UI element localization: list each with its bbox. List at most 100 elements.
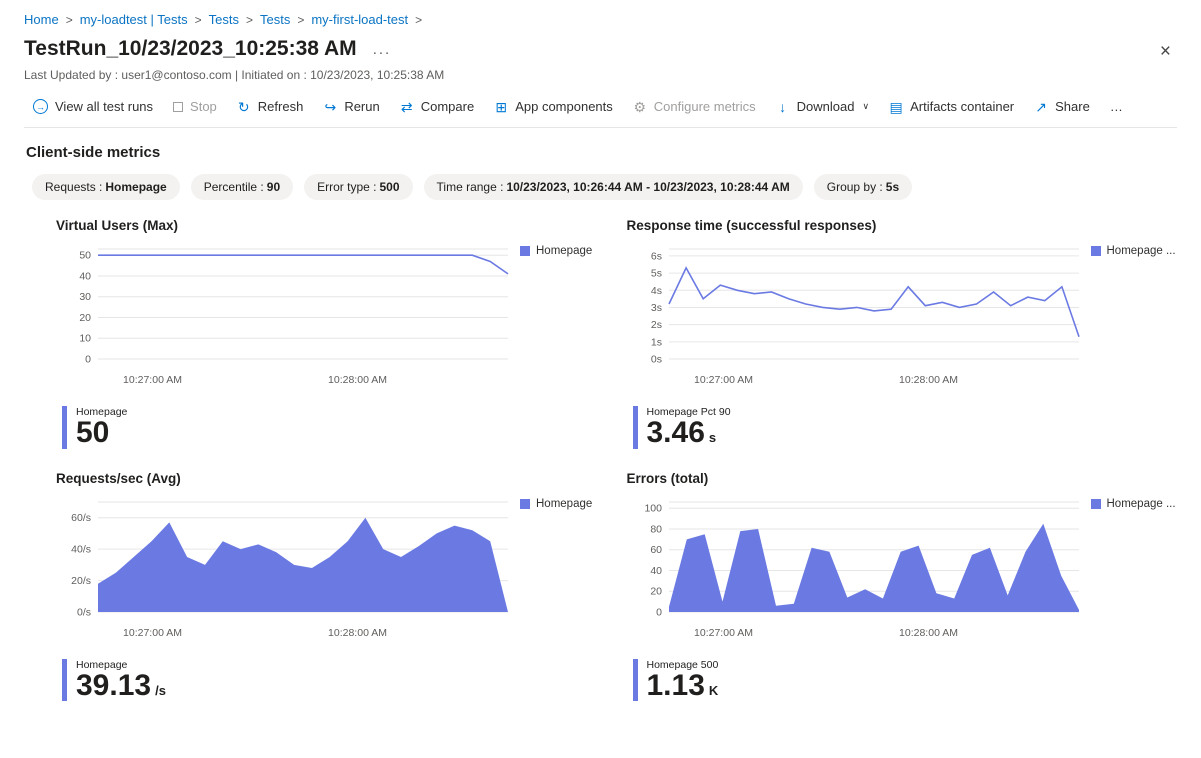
legend-item[interactable]: Homepage <box>520 498 592 510</box>
toolbar-app-components[interactable]: ⊞ App components <box>485 95 622 118</box>
filter-pill-time-range[interactable]: Time range :10/23/2023, 10:26:44 AM - 10… <box>423 174 803 200</box>
stat-value: 39.13 <box>76 668 152 702</box>
chart-stat: Homepage Pct 90 3.46 s <box>632 406 1178 449</box>
svg-text:10:28:00 AM: 10:28:00 AM <box>899 374 958 386</box>
stat-unit: K <box>708 682 719 698</box>
filter-pill-error-type[interactable]: Error type :500 <box>304 174 413 200</box>
filter-pills: Requests : Homepage Percentile :90 Error … <box>32 174 1177 200</box>
chart-virtual-users: Virtual Users (Max) 0 10 20 30 40 50 10:27:00 … <box>54 218 607 449</box>
more-icon: … <box>1109 99 1123 114</box>
svg-text:20/s: 20/s <box>71 575 91 587</box>
svg-text:10:27:00 AM: 10:27:00 AM <box>123 374 182 386</box>
toolbar-label: Rerun <box>344 99 380 114</box>
breadcrumb-separator: > <box>245 12 253 27</box>
stat-label: Homepage 500 <box>646 658 719 671</box>
svg-text:20: 20 <box>79 312 91 324</box>
filter-pill-percentile[interactable]: Percentile :90 <box>190 174 294 200</box>
legend-item[interactable]: Homepage ... <box>1090 245 1176 257</box>
compare-icon: ⇄ <box>400 98 413 115</box>
legend-label: Homepage ... <box>1106 497 1176 510</box>
run-subtitle: Last Updated by : user1@contoso.com | In… <box>24 68 445 82</box>
charts-grid: Virtual Users (Max) 0 10 20 30 40 50 10:27:00 … <box>24 216 1178 702</box>
svg-text:40/s: 40/s <box>71 543 91 555</box>
breadcrumb-link-loadtest[interactable]: my-loadtest | Tests <box>79 12 188 27</box>
chart-title: Requests/sec (Avg) <box>56 470 181 486</box>
breadcrumb-separator: > <box>65 12 73 27</box>
toolbar-rerun[interactable]: ↪ Rerun <box>314 95 388 118</box>
toolbar-artifacts-container[interactable]: ▤ Artifacts container <box>880 95 1023 118</box>
toolbar-share[interactable]: ↗ Share <box>1025 95 1099 118</box>
legend-item[interactable]: Homepage ... <box>1090 497 1176 510</box>
breadcrumb-separator: > <box>415 12 423 27</box>
chart-response-time: Response time (successful responses) 0s 1… <box>625 218 1178 449</box>
toolbar-label: View all test runs <box>55 99 154 114</box>
toolbar-download[interactable]: ↓ Download ∨ <box>767 95 878 118</box>
pill-value: 500 <box>379 180 400 194</box>
breadcrumb: Home > my-loadtest | Tests > Tests > Tes… <box>24 12 1177 27</box>
toolbar-label: Configure metrics <box>653 99 756 114</box>
toolbar: → View all test runs Stop ↻ Refresh ↪ Re… <box>24 95 1177 128</box>
svg-text:20: 20 <box>650 585 662 597</box>
toolbar-view-all-test-runs[interactable]: → View all test runs <box>24 95 162 118</box>
pill-label: Time range : <box>436 180 504 194</box>
page-title: TestRun_10/23/2023_10:25:38 AM <box>24 37 357 60</box>
svg-text:0: 0 <box>656 606 662 618</box>
toolbar-compare[interactable]: ⇄ Compare <box>391 95 483 118</box>
chart-title: Response time (successful responses) <box>626 218 877 233</box>
breadcrumb-separator: > <box>297 12 305 27</box>
pill-value: 5s <box>885 180 900 194</box>
pill-value: 90 <box>266 180 281 194</box>
stat-unit: s <box>708 430 717 445</box>
chart-plot: 0/s 20/s 40/s 60/s 10:27:00 AM 10:28:00 AM <box>54 496 516 651</box>
toolbar-label: Artifacts container <box>910 99 1015 114</box>
stat-bar <box>632 406 638 449</box>
toolbar-more-button[interactable]: … <box>1101 95 1132 118</box>
chart-stat: Homepage 39.13/s <box>62 658 607 702</box>
stop-icon <box>173 101 184 112</box>
filter-pill-group-by[interactable]: Group by :5s <box>813 174 913 200</box>
close-icon[interactable]: × <box>1159 41 1171 62</box>
pill-label: Error type : <box>317 180 377 194</box>
chart-plot: 0 10 20 30 40 50 10:27:00 AM 10:28:00 AM <box>54 243 516 398</box>
app-components-icon: ⊞ <box>495 98 508 115</box>
toolbar-refresh[interactable]: ↻ Refresh <box>228 95 313 118</box>
breadcrumb-link-tests-2[interactable]: Tests <box>259 12 291 27</box>
breadcrumb-link-home[interactable]: Home <box>24 12 59 27</box>
chart-stat: Homepage 50 <box>62 406 607 449</box>
filter-pill-requests[interactable]: Requests : Homepage <box>32 174 180 200</box>
stat-bar <box>62 658 67 702</box>
svg-text:4s: 4s <box>650 285 661 297</box>
svg-text:30: 30 <box>79 291 91 303</box>
svg-text:2s: 2s <box>650 319 661 331</box>
svg-text:100: 100 <box>644 502 662 514</box>
download-icon: ↓ <box>779 98 787 115</box>
svg-text:50: 50 <box>79 250 91 262</box>
stat-label: Homepage Pct 90 <box>646 406 731 418</box>
pill-value: 10/23/2023, 10:26:44 AM - 10/23/2023, 10… <box>506 180 790 194</box>
stat-label: Homepage <box>76 406 128 418</box>
title-more-button[interactable]: ... <box>372 40 392 58</box>
configure-metrics-icon: ⚙ <box>633 98 647 115</box>
pill-value: Homepage <box>105 180 167 194</box>
legend-swatch <box>520 498 530 509</box>
pill-label: Group by : <box>826 180 883 194</box>
chart-title: Virtual Users (Max) <box>56 218 179 233</box>
svg-text:80: 80 <box>650 523 662 535</box>
legend-label: Homepage <box>536 497 593 510</box>
stat-value: 1.13 <box>646 668 705 702</box>
breadcrumb-link-tests[interactable]: Tests <box>208 12 239 27</box>
stat-unit: /s <box>155 682 166 698</box>
chart-stat: Homepage 500 1.13 K <box>632 658 1178 702</box>
svg-text:0: 0 <box>85 354 91 366</box>
svg-text:10:28:00 AM: 10:28:00 AM <box>328 627 387 639</box>
legend-item[interactable]: Homepage <box>520 245 592 257</box>
section-title: Client-side metrics <box>26 144 161 161</box>
pill-label: Percentile : <box>203 180 264 194</box>
legend-swatch <box>1090 246 1101 256</box>
chevron-down-icon: ∨ <box>862 101 870 111</box>
svg-text:10:28:00 AM: 10:28:00 AM <box>899 627 958 639</box>
breadcrumb-link-first-load-test[interactable]: my-first-load-test <box>311 12 409 27</box>
svg-text:5s: 5s <box>650 268 661 280</box>
svg-text:6s: 6s <box>650 250 661 262</box>
